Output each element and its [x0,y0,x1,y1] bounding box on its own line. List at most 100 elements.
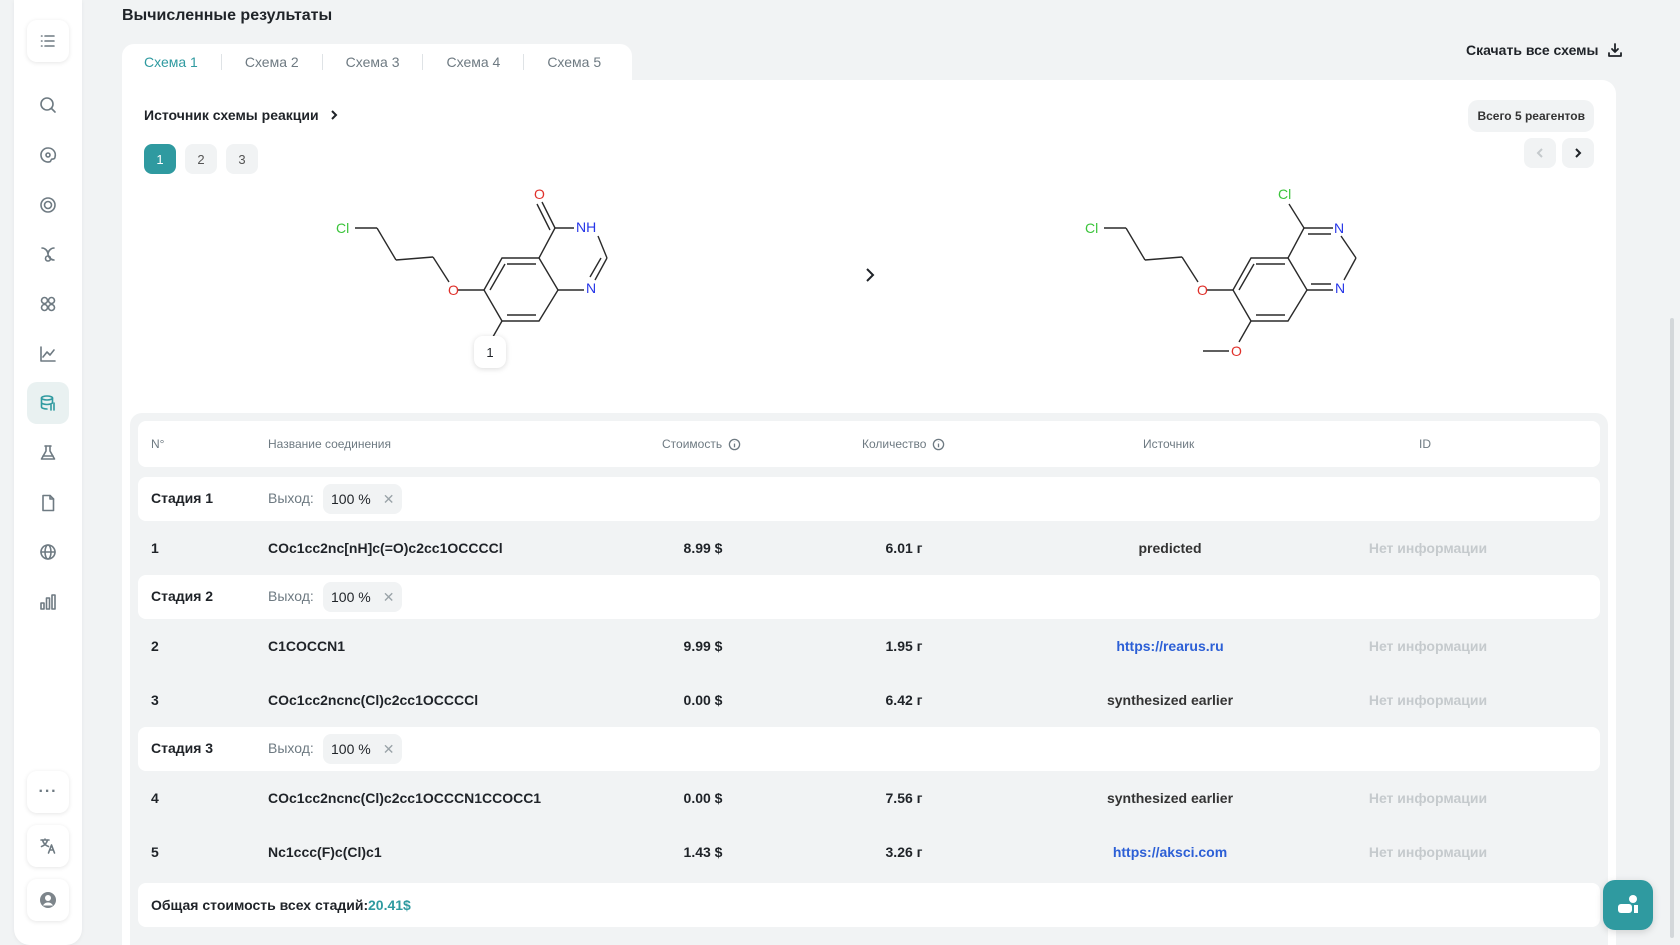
yield-value: 100 % [331,741,371,757]
sidebar: ··· [14,0,82,945]
target-icon[interactable] [27,184,69,226]
row-cost: 8.99 $ [683,540,723,556]
search-icon[interactable] [27,84,69,126]
chat-button[interactable] [1603,880,1653,930]
row-id: Нет информации [1368,692,1488,708]
tab-scheme-3[interactable]: Схема 3 [321,54,423,70]
document-icon[interactable] [27,482,69,524]
info-icon[interactable] [932,438,945,451]
yield-input[interactable]: 100 % ✕ [323,484,403,514]
tab-scheme-2[interactable]: Схема 2 [220,54,322,70]
stage-page-2[interactable]: 2 [185,144,217,174]
yield-label: Выход: [268,490,314,506]
stage-page-3[interactable]: 3 [226,144,258,174]
header-num: N° [151,437,165,451]
reactant-structure: Cl O O NH N [336,186,608,343]
clear-icon[interactable]: ✕ [382,740,395,757]
stage-row: Стадия 2 Выход: 100 % ✕ [138,575,1600,619]
row-source-link[interactable]: https://aksci.com [1112,844,1228,860]
row-name: C1COCCN1 [268,638,346,654]
reactant-atom-cl: Cl [336,220,349,236]
tab-scheme-5[interactable]: Схема 5 [523,54,624,70]
product-atom-cl-ring: Cl [1278,186,1291,202]
stage-row: Стадия 1 Выход: 100 % ✕ [138,477,1600,521]
molecule-icon[interactable] [27,233,69,275]
row-num: 5 [151,844,159,860]
header-name: Название соединения [268,437,392,451]
header-id: ID [1419,437,1431,451]
stage-name: Стадия 1 [151,490,214,506]
stage-page-1[interactable]: 1 [144,144,176,174]
next-button[interactable] [1562,138,1594,168]
tab-scheme-4[interactable]: Схема 4 [422,54,523,70]
stage-row: Стадия 3 Выход: 100 % ✕ [138,727,1600,771]
scheme-card: Источник схемы реакции Всего 5 реагентов… [122,80,1616,945]
total-cost-row: Общая стоимость всех стадий: 20.41$ [138,883,1600,927]
row-num: 2 [151,638,159,654]
reaction-source-link[interactable]: Источник схемы реакции [144,107,339,123]
more-icon: ··· [38,783,58,800]
stage-pager: 1 2 3 [144,144,258,174]
table-row: 5 Nc1ccc(F)c(Cl)c1 1.43 $ 3.26 г https:/… [138,825,1600,879]
palette-icon[interactable] [27,134,69,176]
row-name: Nc1ccc(F)c(Cl)c1 [268,844,382,860]
list-icon[interactable] [27,20,69,62]
download-all-label: Скачать все схемы [1466,42,1599,58]
header-source: Источник [1143,437,1195,451]
row-qty: 3.26 г [885,844,923,860]
row-cost: 0.00 $ [683,692,723,708]
prev-button[interactable] [1524,138,1556,168]
atom-icon[interactable] [27,283,69,325]
database-icon[interactable] [27,382,69,424]
scheme-nav [1524,138,1594,168]
row-cost: 9.99 $ [683,638,723,654]
yield-input[interactable]: 100 % ✕ [323,734,403,764]
stats-icon[interactable] [27,581,69,623]
row-qty: 7.56 г [885,790,923,806]
atom-number-badge[interactable]: 1 [474,336,506,368]
header-cost: Стоимость [662,437,741,451]
yield-input[interactable]: 100 % ✕ [323,582,403,612]
reaction-source-label: Источник схемы реакции [144,107,319,123]
row-source: synthesized earlier [1106,692,1234,708]
download-all-button[interactable]: Скачать все схемы [1466,42,1623,58]
row-source-link[interactable]: https://rearus.ru [1116,638,1224,654]
product-atom-n2: N [1335,280,1345,296]
row-id: Нет информации [1368,540,1488,556]
clear-icon[interactable]: ✕ [382,588,395,605]
stage-name: Стадия 3 [151,740,214,756]
product-atom-o-ether: O [1197,282,1208,298]
row-cost: 1.43 $ [683,844,723,860]
table-row: 3 COc1cc2ncnc(Cl)c2cc1OCCCCl 0.00 $ 6.42… [138,673,1600,727]
page-scrollbar[interactable] [1670,318,1674,938]
total-reagents-badge: Всего 5 реагентов [1468,100,1594,132]
product-structure: Cl Cl O O N N [1085,186,1357,359]
row-qty: 1.95 г [885,638,923,654]
total-cost-value: 20.41$ [368,897,411,913]
header-qty: Количество [862,437,945,451]
row-source: predicted [1138,540,1202,556]
header-qty-label: Количество [862,437,927,451]
reagents-table: N° Название соединения Стоимость Количес… [130,413,1608,945]
clear-icon[interactable]: ✕ [382,490,395,507]
info-icon[interactable] [728,438,741,451]
translate-icon[interactable] [27,825,69,867]
product-atom-n1: N [1334,220,1344,236]
more-button[interactable]: ··· [27,771,69,813]
row-cost: 0.00 $ [683,790,723,806]
tab-scheme-1[interactable]: Схема 1 [144,54,198,70]
chart-icon[interactable] [27,333,69,375]
user-avatar-button[interactable] [27,879,69,921]
table-row: 4 COc1cc2ncnc(Cl)c2cc1OCCCN1CCOCC1 0.00 … [138,771,1600,825]
yield-value: 100 % [331,491,371,507]
flask-icon[interactable] [27,432,69,474]
stage-name: Стадия 2 [151,588,214,604]
row-source: synthesized earlier [1106,790,1234,806]
product-atom-o-methoxy: O [1231,343,1242,359]
reactant-atom-n: N [586,280,596,296]
table-header: N° Название соединения Стоимость Количес… [138,421,1600,467]
product-atom-cl-chain: Cl [1085,220,1098,236]
scheme-tabs: Схема 1 Схема 2 Схема 3 Схема 4 Схема 5 [122,44,633,80]
globe-icon[interactable] [27,531,69,573]
row-name: COc1cc2nc[nH]c(=O)c2cc1OCCCCl [268,540,503,556]
